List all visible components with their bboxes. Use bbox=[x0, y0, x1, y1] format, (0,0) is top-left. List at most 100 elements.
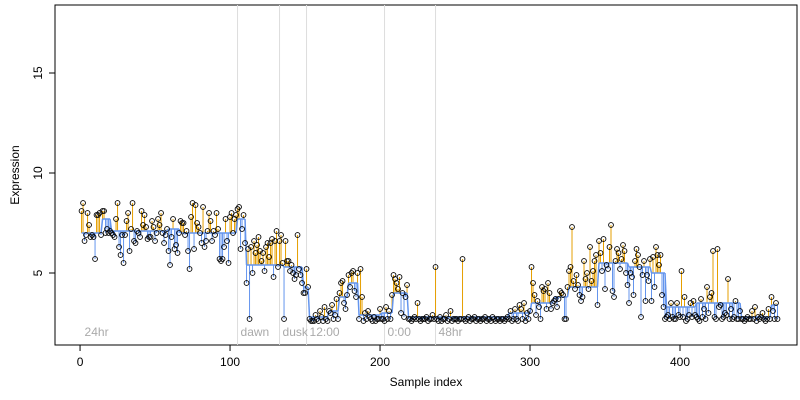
point bbox=[651, 284, 658, 290]
point bbox=[636, 264, 643, 270]
point bbox=[638, 314, 644, 320]
point bbox=[590, 268, 596, 274]
point bbox=[357, 266, 364, 272]
segment-step bbox=[100, 218, 104, 234]
point bbox=[555, 296, 562, 302]
point bbox=[207, 218, 214, 224]
point bbox=[654, 252, 661, 258]
point bbox=[650, 254, 656, 260]
point bbox=[98, 232, 104, 238]
point bbox=[215, 226, 221, 232]
point bbox=[414, 300, 421, 306]
point bbox=[606, 244, 613, 250]
point bbox=[599, 268, 605, 274]
point bbox=[260, 250, 266, 256]
point bbox=[212, 232, 218, 238]
point bbox=[288, 262, 295, 268]
point bbox=[261, 268, 268, 274]
point bbox=[342, 306, 349, 312]
point bbox=[386, 308, 392, 314]
point bbox=[609, 288, 616, 294]
point bbox=[702, 316, 709, 322]
point bbox=[170, 216, 176, 222]
point bbox=[678, 268, 685, 274]
point bbox=[443, 312, 449, 318]
point bbox=[335, 316, 341, 322]
point bbox=[302, 290, 308, 296]
point bbox=[672, 316, 679, 322]
point bbox=[563, 316, 569, 322]
point bbox=[624, 282, 631, 288]
point bbox=[582, 276, 589, 282]
point bbox=[537, 316, 544, 322]
point bbox=[198, 240, 205, 246]
point bbox=[533, 312, 539, 318]
point bbox=[752, 304, 758, 310]
point bbox=[726, 316, 733, 322]
point bbox=[249, 270, 256, 276]
point bbox=[608, 222, 614, 228]
point bbox=[660, 304, 667, 310]
point bbox=[612, 258, 619, 264]
point bbox=[432, 264, 439, 270]
point bbox=[164, 226, 170, 232]
point bbox=[401, 314, 407, 320]
point bbox=[174, 250, 181, 256]
point bbox=[588, 278, 595, 284]
point bbox=[399, 290, 406, 296]
segment-step bbox=[626, 262, 630, 268]
point bbox=[204, 228, 211, 234]
point bbox=[591, 258, 598, 264]
point bbox=[542, 286, 548, 292]
point bbox=[383, 304, 389, 310]
point bbox=[116, 244, 122, 250]
point bbox=[350, 268, 356, 274]
point bbox=[554, 304, 560, 310]
point bbox=[252, 250, 259, 256]
x-tick-label: 200 bbox=[370, 355, 390, 369]
point bbox=[113, 216, 119, 222]
point bbox=[281, 316, 287, 322]
point bbox=[243, 280, 250, 286]
point bbox=[377, 306, 383, 312]
point bbox=[579, 294, 586, 300]
point bbox=[111, 234, 118, 240]
point bbox=[510, 316, 517, 322]
point bbox=[123, 218, 130, 224]
point bbox=[725, 276, 731, 282]
point bbox=[396, 274, 403, 280]
segment-step bbox=[235, 218, 239, 234]
segment-step bbox=[301, 266, 305, 288]
point bbox=[587, 244, 593, 250]
point bbox=[180, 220, 187, 226]
point bbox=[458, 316, 464, 322]
point bbox=[447, 308, 454, 314]
point bbox=[611, 294, 617, 300]
point bbox=[773, 300, 779, 306]
point bbox=[548, 306, 554, 312]
segment-step bbox=[739, 302, 743, 318]
point bbox=[527, 308, 533, 314]
segment-step bbox=[379, 312, 383, 316]
point bbox=[644, 272, 650, 278]
point bbox=[161, 240, 167, 246]
annotation: 24hr bbox=[85, 325, 109, 339]
point bbox=[276, 238, 283, 244]
point bbox=[156, 222, 163, 228]
point bbox=[593, 252, 599, 258]
point bbox=[765, 306, 772, 312]
point bbox=[254, 242, 260, 248]
point bbox=[141, 212, 148, 218]
point bbox=[600, 236, 607, 242]
point bbox=[525, 316, 532, 322]
point bbox=[629, 274, 635, 280]
point bbox=[515, 318, 521, 324]
point bbox=[560, 292, 566, 298]
point bbox=[617, 266, 623, 272]
point bbox=[81, 238, 88, 244]
y-tick-label: 5 bbox=[31, 269, 45, 276]
point bbox=[459, 256, 466, 262]
plot-frame bbox=[54, 4, 798, 346]
point bbox=[255, 234, 262, 240]
point bbox=[620, 242, 626, 248]
